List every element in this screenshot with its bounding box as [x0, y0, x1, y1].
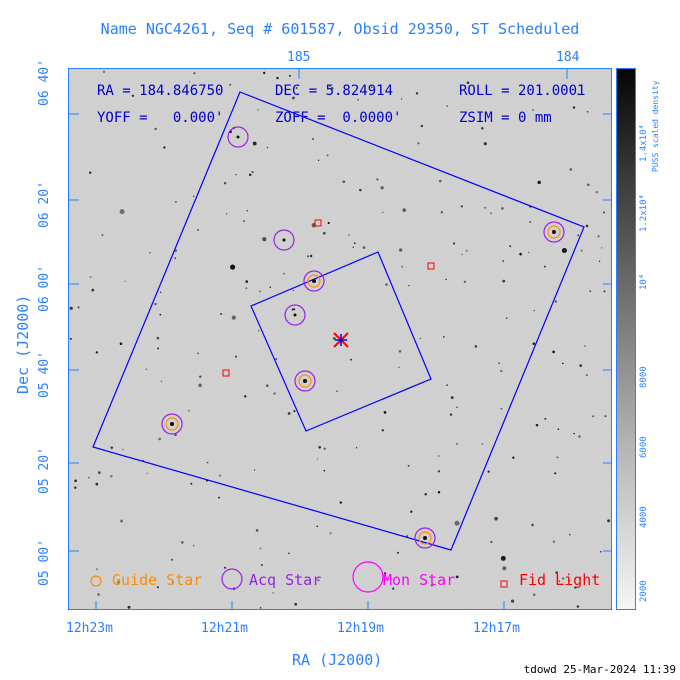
colorbar-tick-14000: 1.4x10⁴: [639, 124, 649, 162]
colorbar: [616, 68, 636, 610]
acq-star-8: [414, 527, 436, 549]
dec-tick-0620: 06 20': [37, 181, 52, 228]
acq-star-4: [284, 304, 306, 326]
legend-acq-label: Acq Star: [249, 571, 322, 589]
guide-star-3: [165, 417, 179, 431]
fid-light-2: [427, 262, 435, 270]
acq-star-7: [543, 221, 565, 243]
fid-light-3: [222, 369, 230, 377]
info-yoff: YOFF = 0.000': [97, 110, 224, 126]
footer-stamp: tdowd 25-Mar-2024 11:39: [523, 663, 676, 676]
info-roll: ROLL = 201.0001: [459, 83, 586, 99]
legend-mon-icon: [352, 561, 384, 593]
info-ra: RA = 184.846750: [97, 83, 224, 99]
fov-inner: [250, 251, 432, 432]
acq-star-1: [227, 126, 249, 148]
colorbar-tick-4000: 4000: [639, 506, 649, 528]
guide-star-1: [307, 274, 321, 288]
acq-star-2: [273, 229, 295, 251]
guide-star-2: [298, 374, 312, 388]
info-zsim: ZSIM = 0 mm: [459, 110, 552, 126]
field-stars: [69, 70, 611, 609]
ra-axis-label: RA (J2000): [292, 651, 383, 669]
ra-tick-12h17m: 12h17m: [473, 621, 520, 636]
sky-image: RA = 184.846750 DEC = 5.824914 ROLL = 20…: [68, 68, 612, 610]
top-tick-185: 185: [287, 50, 311, 65]
ra-tick-12h21m: 12h21m: [201, 621, 248, 636]
legend-fid-icon: [500, 580, 508, 588]
top-tick-184: 184: [556, 50, 580, 65]
dec-tick-0600: 06 00': [37, 265, 52, 312]
dec-tick-0520: 05 20': [37, 447, 52, 494]
colorbar-tick-12000: 1.2x10⁴: [639, 194, 649, 232]
legend-guide-icon: [90, 575, 102, 587]
fid-light-1: [314, 219, 322, 227]
ra-tick-12h19m: 12h19m: [337, 621, 384, 636]
legend-fid-label: Fid Light: [519, 571, 601, 589]
dec-tick-0500: 05 00': [37, 539, 52, 586]
acq-star-5: [294, 370, 316, 392]
plot-title: Name NGC4261, Seq # 601587, Obsid 29350,…: [100, 20, 580, 38]
colorbar-tick-8000: 8000: [639, 366, 649, 388]
fov-outer: [92, 91, 585, 551]
colorbar-tick-2000: 2000: [639, 580, 649, 602]
info-dec: DEC = 5.824914: [275, 83, 394, 99]
legend-guide-label: Guide Star: [112, 571, 203, 589]
colorbar-label: PUSS scaled density: [651, 80, 660, 172]
dec-tick-0540: 05 40': [37, 351, 52, 398]
acq-star-3: [303, 270, 325, 292]
colorbar-tick-10000: 10⁴: [639, 273, 649, 290]
dec-tick-0640: 06 40': [37, 59, 52, 106]
legend-mon-label: Mon Star: [383, 571, 456, 589]
guide-star-4: [547, 225, 561, 239]
guide-star-5: [418, 531, 432, 545]
ra-tick-12h23m: 12h23m: [66, 621, 113, 636]
target-marker: [333, 332, 349, 348]
acq-star-6: [161, 413, 183, 435]
colorbar-tick-6000: 6000: [639, 436, 649, 458]
legend-acq-icon: [221, 568, 243, 590]
info-zoff: ZOFF = 0.0000': [275, 110, 402, 126]
dec-axis-label: Dec (J2000): [14, 294, 32, 394]
